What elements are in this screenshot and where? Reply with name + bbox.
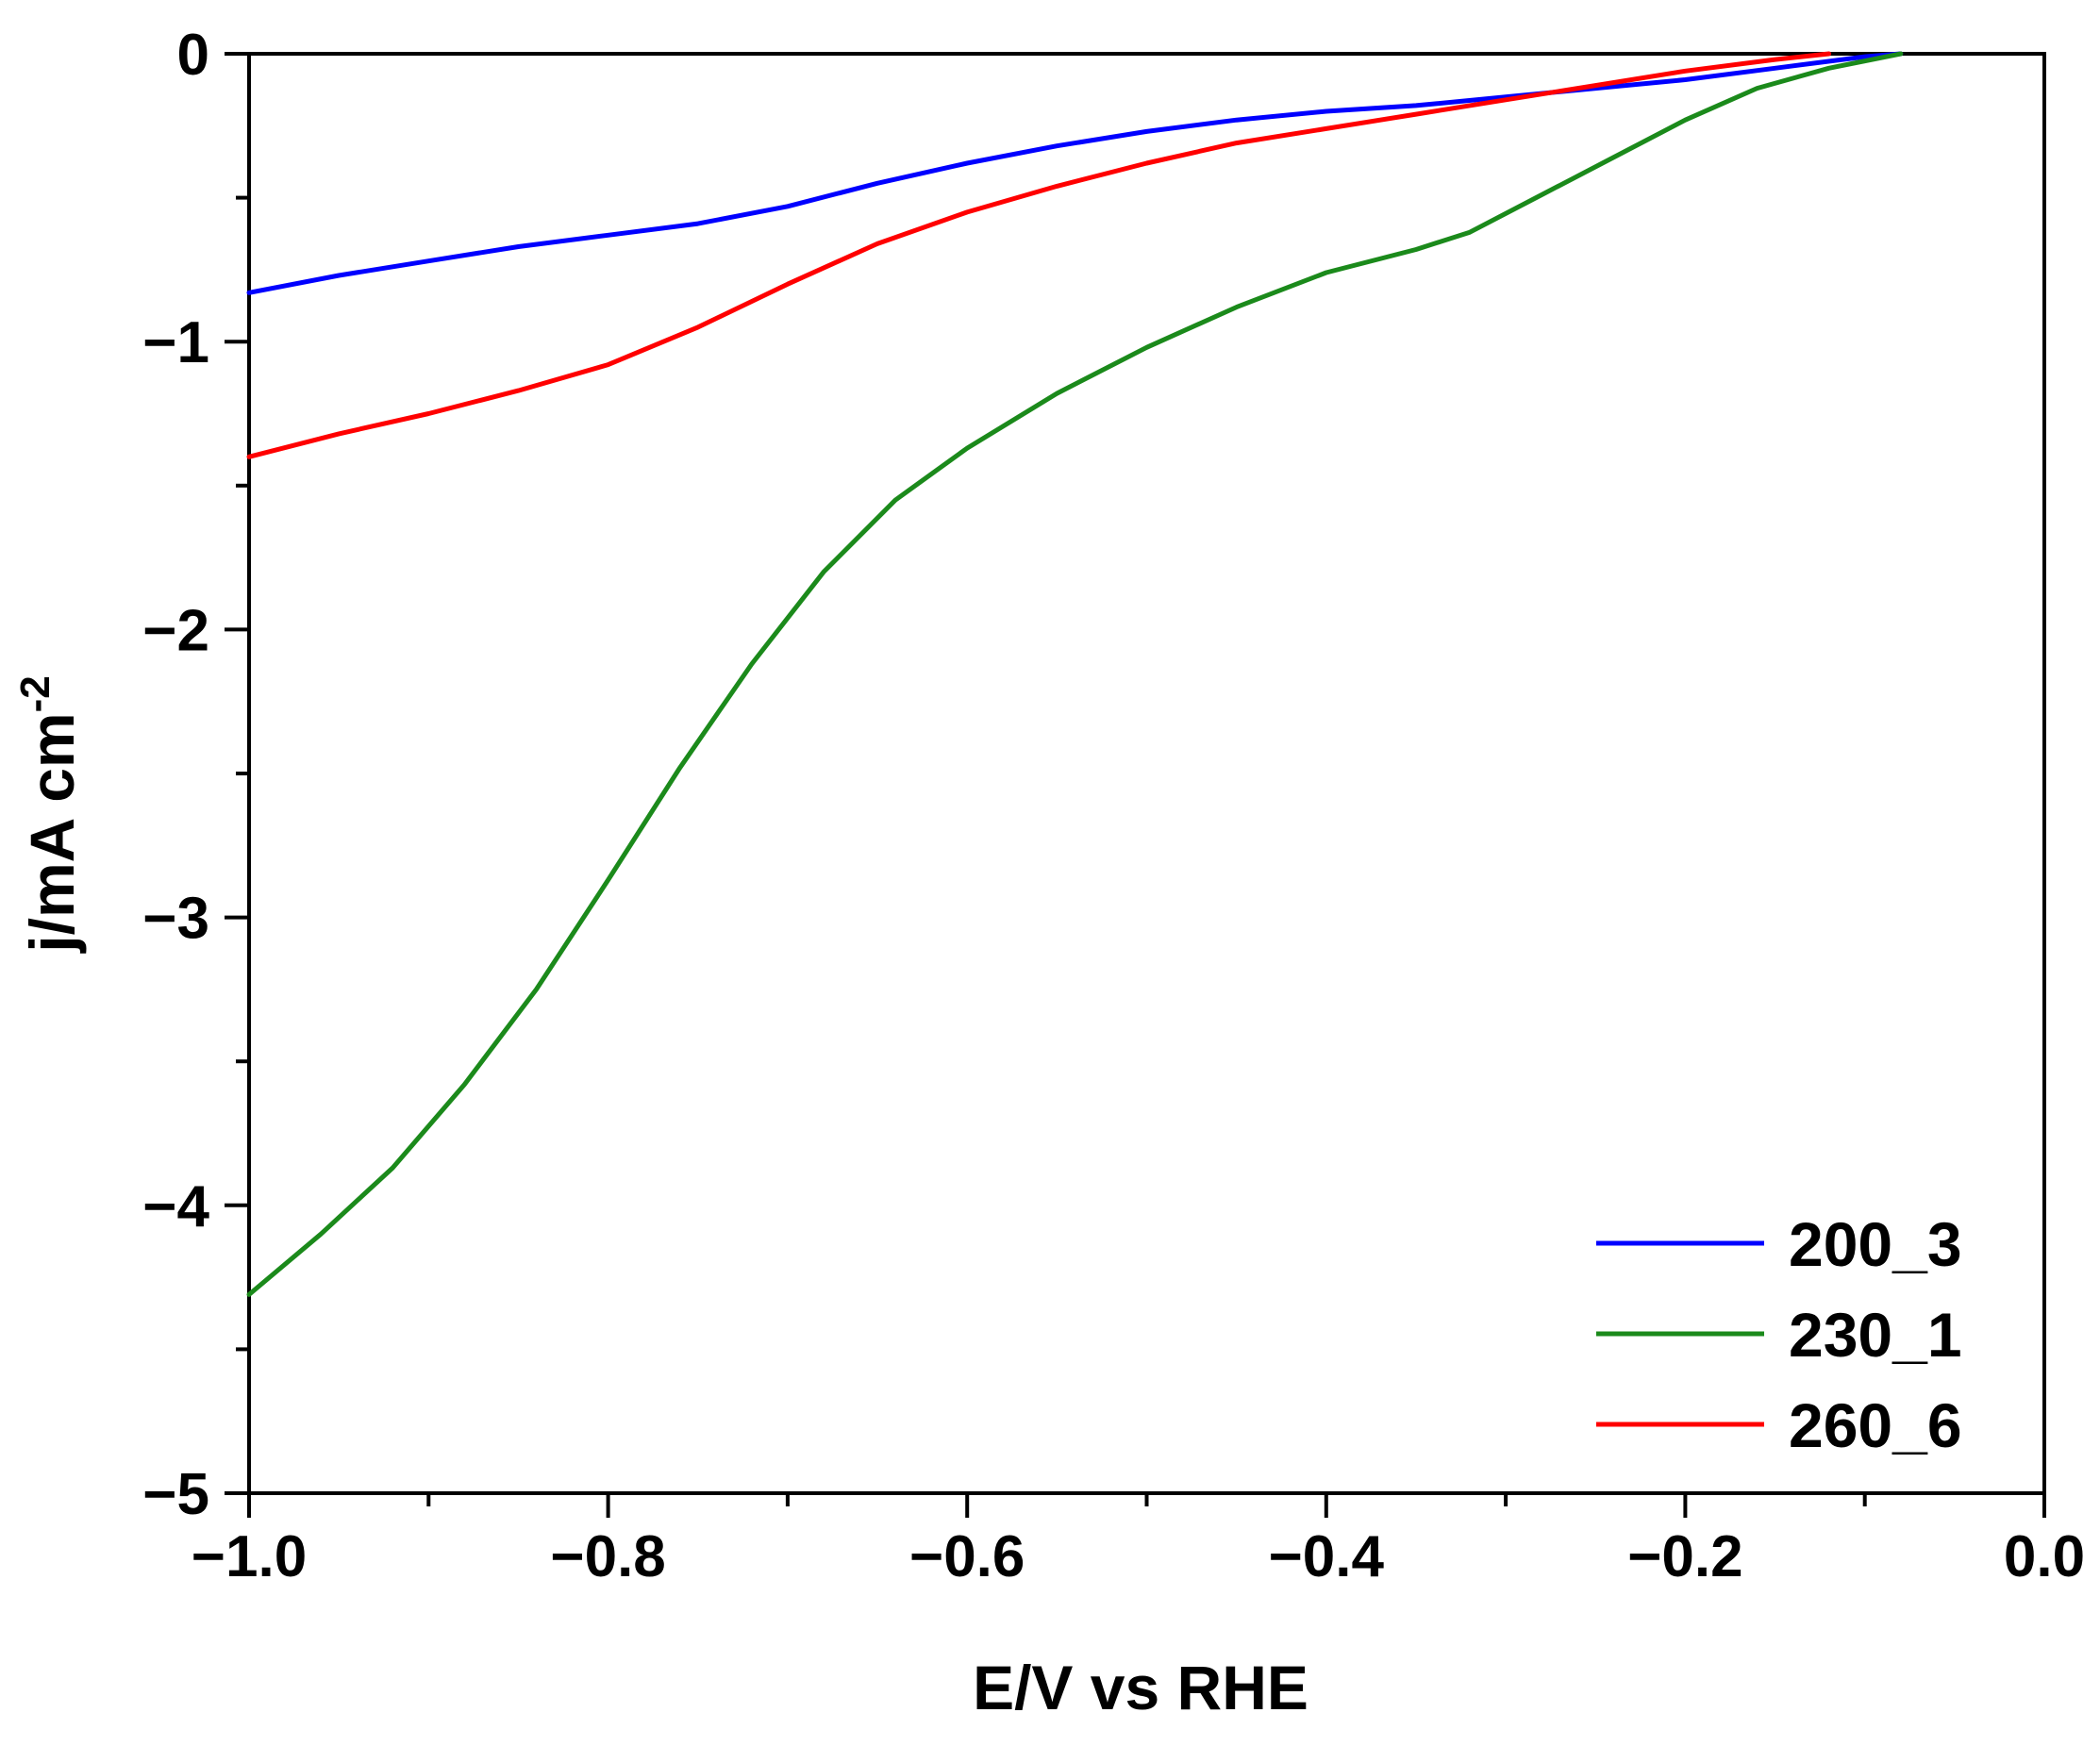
y-tick-label: −5 [142,1462,209,1527]
series-line-200_3 [246,51,1904,295]
y-tick-label: −4 [142,1174,209,1239]
x-tick-label: −0.6 [909,1524,1025,1589]
y-axis-title-sup: -2 [12,675,58,712]
y-tick-label: −2 [142,598,209,663]
legend-label-260_6: 260_6 [1789,1390,1962,1460]
y-tick-label: 0 [177,23,209,88]
x-tick-label: −0.8 [550,1524,665,1589]
legend: 200_3 230_1 260_6 [1596,1209,1962,1460]
axes [247,52,2046,1495]
legend-label-230_1: 230_1 [1789,1300,1962,1370]
y-tick-label: −1 [142,310,209,375]
series-group [246,51,1904,1297]
y-tick-label: −3 [142,887,209,952]
x-axis-title: E/V vs RHE [973,1653,1308,1722]
x-tick-label: 0.0 [2004,1524,2085,1589]
legend-label-200_3: 200_3 [1789,1209,1962,1279]
x-tick-label: −0.4 [1269,1524,1385,1589]
y-axis-title-main: j/mA cm [17,712,87,954]
series-line-260_6 [246,51,1832,459]
series-line-230_1 [246,51,1904,1297]
x-tick-label: −1.0 [192,1524,307,1589]
y-axis-title: j/mA cm-2 [12,675,87,954]
x-tick-label: −0.2 [1627,1524,1742,1589]
ticks: −1.0 −0.8 −0.6 −0.4 −0.2 0.0 0 −1 −2 −3 −4 −5 [142,23,2085,1589]
plot-frame [247,52,2046,1495]
